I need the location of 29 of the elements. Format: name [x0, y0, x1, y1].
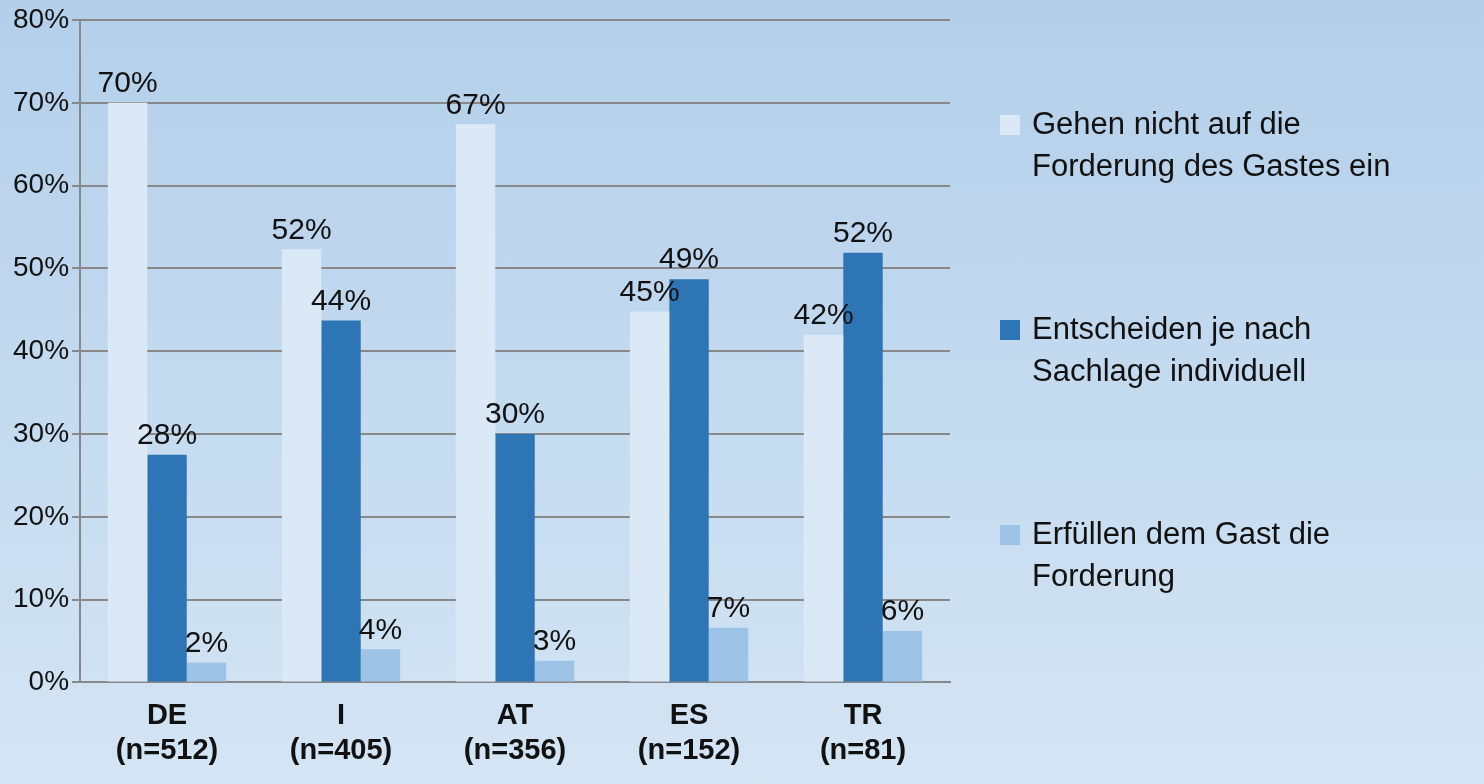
data-label: 6%: [880, 593, 925, 627]
x-tick-label: TR (n=81): [819, 697, 907, 765]
y-tick-label: 20%: [12, 499, 70, 531]
y-tick-label: 80%: [12, 2, 70, 34]
data-label: 28%: [137, 416, 198, 450]
y-tick-label: 30%: [12, 416, 70, 448]
y-tick-label: 0%: [28, 665, 70, 697]
data-label: 3%: [532, 623, 577, 657]
x-tick-label: I (n=405): [289, 697, 393, 765]
y-tick-label: 50%: [12, 251, 70, 283]
data-label: 67%: [445, 86, 506, 120]
y-tick-label: 40%: [12, 333, 70, 365]
data-label: 44%: [311, 282, 372, 316]
data-label: 7%: [706, 590, 751, 624]
data-label: 49%: [658, 241, 720, 275]
data-label: 2%: [184, 624, 229, 658]
legend-label: Erfüllen dem Gast die Forderung: [1032, 515, 1331, 593]
legend-label: Entscheiden je nach Sachlage individuell: [1032, 310, 1312, 388]
x-tick-label: DE (n=512): [115, 697, 219, 765]
data-label: 52%: [832, 214, 894, 248]
y-tick-label: 70%: [12, 85, 70, 117]
legend-label: Gehen nicht auf die Forderung des Gastes ein: [1032, 105, 1391, 183]
data-label: 52%: [271, 211, 332, 245]
data-label: 70%: [97, 65, 158, 99]
y-tick-label: 60%: [12, 168, 70, 200]
x-tick-label: ES (n=152): [637, 697, 741, 765]
y-tick-label: 10%: [12, 582, 70, 614]
x-tick-label: AT (n=356): [463, 697, 567, 765]
data-label: 30%: [485, 396, 546, 430]
